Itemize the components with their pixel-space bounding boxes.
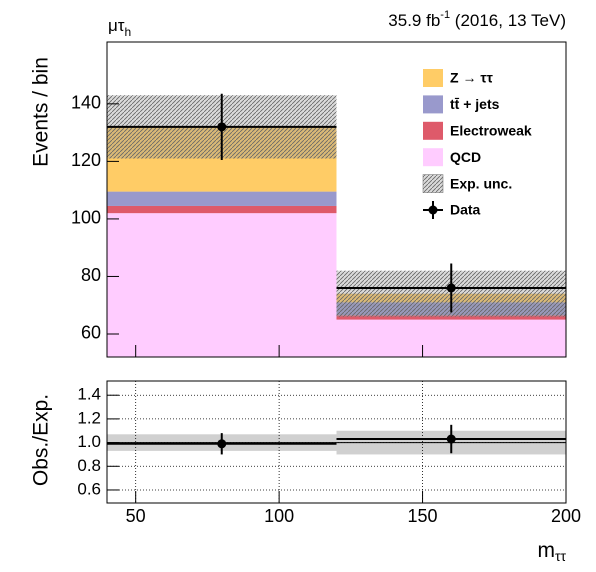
y-tick-label: 80	[81, 265, 101, 285]
legend-label: Electroweak	[450, 123, 532, 139]
x-label-main: m	[537, 539, 555, 562]
y-tick-label: 140	[71, 93, 101, 113]
x-tick-label: 150	[408, 506, 438, 526]
x-tick-label: 100	[264, 506, 294, 526]
y-tick-label: 0.8	[77, 456, 101, 475]
plot-frame	[106, 41, 567, 358]
legend-marker	[428, 205, 438, 215]
x-axis-label: mττ	[537, 539, 566, 564]
legend-label: Z → ττ	[450, 70, 494, 86]
legend-label: Data	[450, 202, 481, 218]
legend-swatch	[423, 148, 443, 167]
y-tick-label: 60	[81, 323, 101, 343]
legend-swatch	[423, 69, 443, 87]
y-tick-label: 0.6	[77, 479, 101, 498]
lumi-rest: (2016, 13 TeV)	[450, 11, 566, 30]
y-tick-label: 1.2	[77, 408, 101, 427]
stack-segment	[336, 315, 566, 320]
data-point	[217, 122, 227, 132]
x-tick-label: 200	[551, 506, 581, 526]
lumi-label: 35.9 fb-1 (2016, 13 TeV)	[388, 9, 566, 31]
stack-segment	[336, 319, 566, 357]
stack-segment	[107, 213, 337, 357]
legend-label: QCD	[450, 149, 481, 165]
ratio-y-axis-label: Obs./Exp.	[30, 394, 53, 486]
y-tick-label: 100	[71, 208, 101, 228]
y-axis-label: Events / bin	[30, 57, 53, 167]
x-label-sub: ττ	[555, 548, 567, 564]
legend-swatch	[423, 121, 443, 140]
y-tick-label: 1.4	[77, 385, 101, 404]
legend-label: tt̄ + jets	[450, 96, 500, 112]
lumi: 35.9 fb	[388, 11, 440, 30]
legend-label: Exp. unc.	[450, 175, 512, 191]
stack-segment	[107, 205, 337, 214]
y-tick-label: 120	[71, 150, 101, 170]
data-point	[446, 434, 456, 444]
channel-label: μτh	[108, 16, 131, 39]
legend-swatch	[423, 95, 443, 114]
channel-sub: h	[125, 25, 132, 39]
legend-swatch	[422, 174, 444, 193]
lumi-sup: -1	[440, 9, 450, 21]
data-point	[446, 283, 456, 293]
stack-segment	[107, 191, 337, 206]
channel: μτ	[108, 16, 125, 35]
x-tick-label: 50	[126, 506, 146, 526]
plot-frame	[106, 380, 567, 504]
data-point	[217, 439, 227, 449]
y-tick-label: 1.0	[77, 432, 101, 451]
